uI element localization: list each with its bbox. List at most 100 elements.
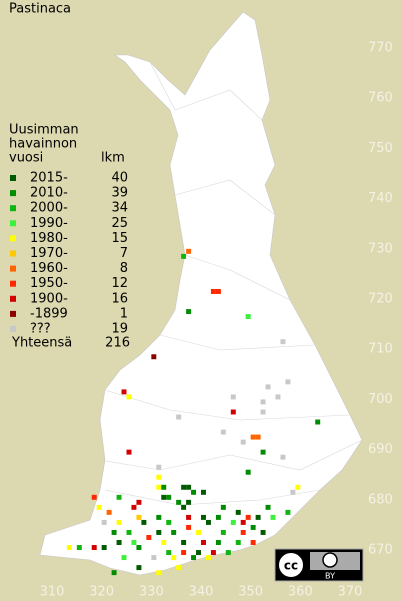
observation-square [210, 289, 216, 294]
observation-square [156, 529, 162, 535]
observation-square [285, 509, 291, 515]
legend-title: Uusimman [9, 123, 79, 138]
observation-square [136, 499, 142, 505]
legend-count: 12 [111, 276, 128, 291]
x-tick-label: 340 [189, 585, 214, 600]
legend-count: 1 [120, 306, 128, 321]
observation-square [181, 540, 187, 545]
region-borders [99, 61, 363, 506]
observation-square [176, 499, 182, 505]
observation-square [215, 540, 221, 545]
observation-square [186, 499, 192, 505]
total-count: 216 [105, 336, 130, 351]
y-tick-label: 690 [368, 442, 393, 457]
observation-square [265, 504, 271, 510]
observation-square [260, 449, 266, 455]
legend-swatch [10, 250, 16, 257]
observation-square [146, 534, 152, 540]
observation-square [111, 529, 117, 535]
observation-square [245, 314, 251, 320]
observation-square [91, 545, 97, 550]
legend-label: 2015- [30, 171, 68, 186]
total-label: Yhteensä [11, 336, 72, 351]
legend-swatch [10, 295, 16, 302]
cc-icon [277, 551, 305, 579]
observation-square [126, 449, 132, 455]
observation-square [141, 519, 147, 525]
legend-count: 34 [111, 201, 128, 216]
observation-square [121, 555, 127, 561]
legend-count-header: lkm [101, 151, 125, 166]
observation-square [230, 409, 236, 415]
observation-square [156, 464, 162, 470]
observation-square [156, 570, 162, 576]
observation-square [186, 514, 192, 520]
observation-square [230, 519, 236, 525]
legend-label: 1960- [30, 261, 68, 276]
observation-square [116, 519, 122, 525]
observation-square [225, 550, 231, 556]
observation-square [230, 394, 236, 400]
observation-square [96, 504, 102, 510]
observation-square [151, 555, 157, 561]
legend-swatch [10, 205, 16, 212]
observation-square [126, 394, 132, 400]
observation-square [245, 469, 251, 475]
observation-square [191, 489, 197, 495]
observation-square [201, 489, 206, 495]
observation-square [220, 429, 226, 435]
y-tick-label: 770 [368, 41, 393, 56]
y-tick-label: 710 [368, 342, 393, 357]
observation-square [136, 565, 142, 571]
observation-square [285, 379, 291, 385]
y-tick-label: 750 [368, 141, 393, 156]
observation-square [201, 514, 206, 520]
legend-swatch [10, 280, 16, 287]
observation-square [255, 434, 261, 440]
observation-square [91, 494, 97, 500]
legend-label: 2010- [30, 186, 68, 201]
observation-square [270, 514, 276, 520]
observation-square [255, 514, 261, 520]
observation-square [260, 399, 266, 405]
observation-square [176, 565, 182, 571]
legend-swatch [10, 235, 16, 242]
observation-square [250, 434, 256, 440]
y-tick-label: 760 [368, 91, 393, 106]
x-tick-label: 360 [288, 585, 313, 600]
observation-square [136, 545, 142, 550]
observation-square [161, 484, 167, 490]
observation-square [186, 309, 192, 315]
observation-square [126, 529, 132, 535]
observation-square [290, 489, 296, 495]
legend-swatch [10, 265, 16, 272]
observation-square [191, 555, 197, 561]
y-tick-label: 720 [368, 292, 393, 307]
legend-count: 8 [120, 261, 128, 276]
by-icon [322, 552, 338, 568]
cc-text: cc [284, 559, 298, 573]
legend-count: 39 [111, 186, 128, 201]
observation-square [171, 529, 177, 535]
legend-label: ??? [30, 322, 51, 337]
x-tick-label: 320 [89, 585, 114, 600]
by-text: BY [325, 572, 335, 581]
observation-square [131, 540, 137, 545]
observation-square [151, 354, 157, 360]
observation-square [76, 545, 82, 550]
observation-square [101, 519, 107, 525]
legend-count: 40 [111, 171, 128, 186]
observation-square [181, 504, 187, 510]
license-badge: cc BY [274, 548, 364, 582]
observation-square [275, 394, 281, 400]
legend-label: 2000- [30, 201, 68, 216]
x-tick-label: 370 [338, 585, 363, 600]
y-tick-label: 680 [368, 492, 393, 507]
observation-square [186, 248, 192, 254]
observation-square [235, 509, 241, 515]
y-tick-label: 670 [368, 543, 393, 558]
y-tick-label: 730 [368, 241, 393, 256]
observation-square [171, 555, 177, 561]
legend-swatch [10, 326, 16, 332]
